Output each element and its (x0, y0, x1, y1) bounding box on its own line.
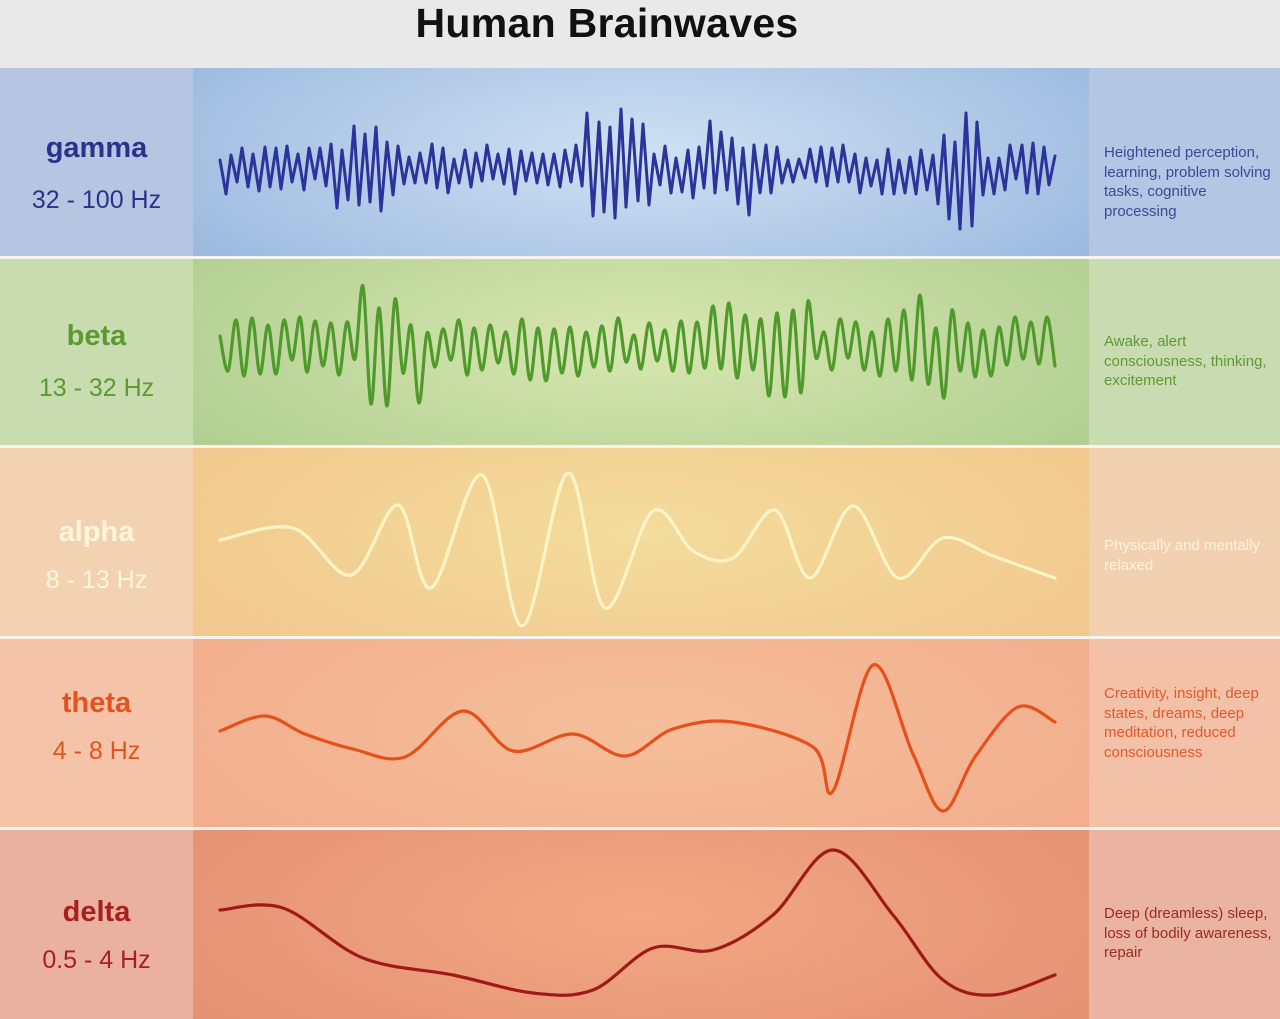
wave-line (218, 848, 1057, 997)
description-panel (1089, 68, 1280, 257)
band-frequency-range: 0.5 - 4 Hz (42, 946, 151, 974)
band-name: alpha (58, 516, 135, 548)
wave-line (218, 284, 1057, 408)
wave-line (218, 107, 1057, 231)
band-name: delta (62, 896, 131, 928)
band-description: Deep (dreamless) sleep, loss of bodily a… (1104, 905, 1272, 961)
band-frequency-range: 4 - 8 Hz (52, 737, 141, 765)
band-frequency-range: 13 - 32 Hz (38, 374, 155, 402)
diagram-title: Human Brainwaves (415, 0, 799, 46)
beta-wave (218, 284, 1057, 408)
band-description: Creativity, insight, deep states, dreams… (1104, 685, 1259, 761)
band-beta: beta 13 - 32 Hz Awake, alert consciousne… (0, 259, 1280, 446)
description-panel (1089, 448, 1280, 637)
description-panel (1089, 639, 1280, 828)
band-delta: delta 0.5 - 4 Hz Deep (dreamless) sleep,… (0, 830, 1280, 1019)
wave-panel (193, 639, 1089, 828)
band-label-panel (0, 639, 193, 828)
band-alpha: alpha 8 - 13 Hz Physically and mentally … (0, 448, 1280, 637)
gamma-wave (218, 107, 1057, 231)
band-divider (0, 636, 1280, 639)
band-label-panel (0, 259, 193, 446)
band-description: Awake, alert consciousness, thinking, ex… (1104, 333, 1267, 389)
delta-wave (218, 848, 1057, 997)
band-frequency-range: 8 - 13 Hz (45, 566, 148, 594)
band-name: theta (61, 687, 132, 719)
band-description: Physically and mentally relaxed (1104, 537, 1260, 574)
alpha-wave (218, 471, 1057, 628)
band-gamma: gamma 32 - 100 Hz Heightened perception,… (0, 68, 1280, 257)
title-bar: Human Brainwaves (0, 0, 1280, 68)
band-divider (0, 256, 1280, 259)
band-divider (0, 445, 1280, 448)
band-label-panel (0, 448, 193, 637)
band-theta: theta 4 - 8 Hz Creativity, insight, deep… (0, 639, 1280, 828)
wave-line (218, 471, 1057, 628)
wave-panel (193, 448, 1089, 637)
band-description: Heightened perception, learning, problem… (1104, 144, 1271, 220)
description-panel (1089, 830, 1280, 1019)
band-divider (0, 827, 1280, 830)
band-frequency-range: 32 - 100 Hz (31, 186, 162, 214)
band-label-panel (0, 830, 193, 1019)
band-name: beta (66, 320, 127, 352)
wave-panel (193, 830, 1089, 1019)
band-label-panel (0, 68, 193, 257)
wave-line (218, 663, 1057, 813)
band-name: gamma (45, 132, 148, 164)
theta-wave (218, 663, 1057, 813)
description-panel (1089, 259, 1280, 446)
